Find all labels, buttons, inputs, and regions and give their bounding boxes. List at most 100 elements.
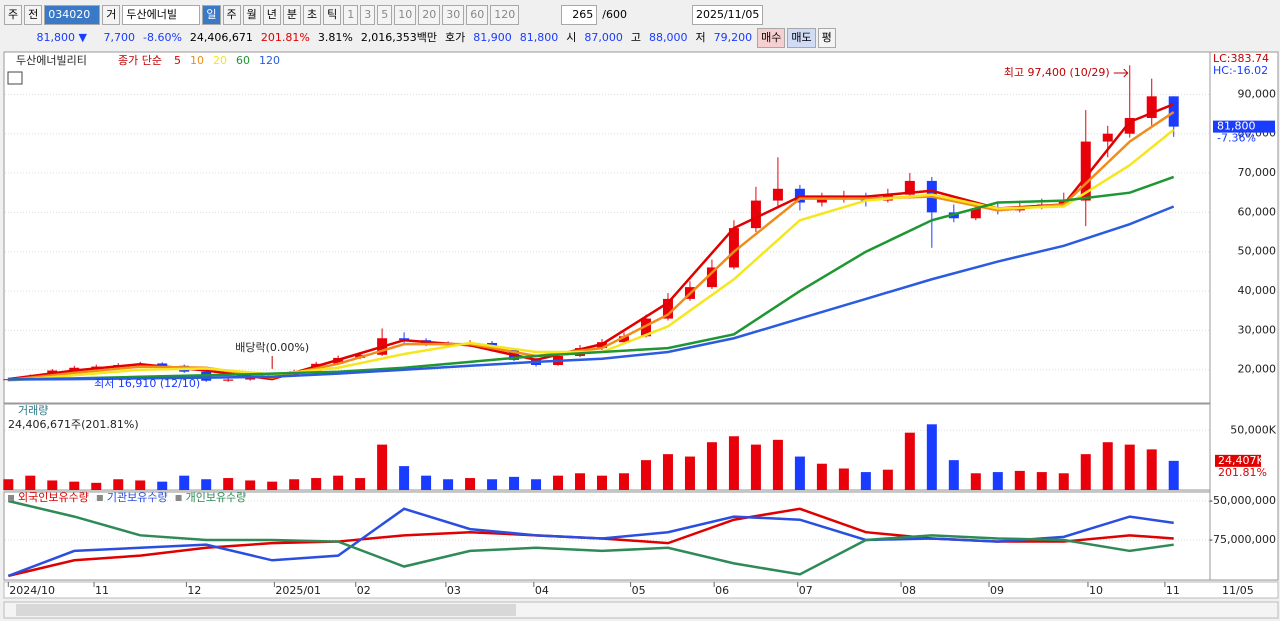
volume-bar (904, 432, 915, 490)
x-end-label: 11/05 (1222, 584, 1254, 597)
quote-value[interactable]: 24,406,671 (189, 31, 253, 44)
volume-bar (223, 478, 234, 490)
period-button[interactable]: 초 (303, 5, 322, 25)
volume-bar (91, 482, 102, 490)
avg-button[interactable]: 평 (817, 28, 836, 48)
candle-body (816, 198, 827, 203)
y-tick-label: 20,000 (1238, 363, 1277, 376)
count-button[interactable]: 30 (442, 5, 465, 25)
code-input[interactable]: 034020 (44, 5, 101, 25)
volume-bar (47, 480, 58, 490)
y-tick-label: -75,000,000 (1209, 533, 1276, 546)
scale-label: HC:-16.02 (1213, 64, 1268, 77)
quote-value[interactable]: 81,800 (519, 31, 559, 44)
volume-bar (399, 466, 410, 490)
volume-bar (1080, 454, 1091, 490)
volume-bar (992, 472, 1003, 490)
scroll-thumb[interactable] (16, 604, 516, 616)
candle-body (618, 336, 629, 343)
period-button[interactable]: 월 (242, 5, 261, 25)
y-tick-label: 50,000 (1238, 245, 1277, 258)
quote-value[interactable]: 3.81% (317, 31, 353, 44)
volume-bar (289, 479, 300, 490)
quote-value[interactable]: -8.60% (143, 31, 182, 44)
volume-bar (487, 479, 498, 490)
buy-button[interactable]: 매수 (757, 28, 786, 48)
count-button[interactable]: 10 (394, 5, 417, 25)
volume-bar (421, 475, 432, 490)
quote-value[interactable]: 81,900 (473, 31, 512, 44)
quote-bar: 81,800 ▼ 7,700 -8.60% 24,406,671 201.81% 3.81… (0, 28, 1280, 48)
count-button[interactable]: 120 (490, 5, 520, 25)
quote-value[interactable]: 2,016,353백만 (360, 31, 438, 44)
volume-bar (377, 444, 388, 490)
y-axis-area (1209, 51, 1279, 581)
x-tick-label: 08 (902, 584, 916, 597)
date-input[interactable]: 2025/11/05 (691, 5, 764, 25)
count-button[interactable]: 5 (377, 5, 393, 25)
panel-subtitle: 24,406,671주(201.81%) (8, 418, 139, 431)
legend-entry: 5 (174, 54, 181, 67)
volume-bar (443, 479, 454, 490)
volume-bar (135, 480, 146, 490)
period-button[interactable]: 분 (282, 5, 301, 25)
y-tick-label: 70,000 (1238, 166, 1277, 179)
x-tick-label: 04 (535, 584, 549, 597)
quote-value[interactable]: 201.81% (260, 31, 310, 44)
legend-swatch (175, 495, 182, 501)
quote-label: 저 (695, 31, 706, 44)
all-button[interactable]: 전 (24, 5, 43, 25)
last-volume-rate: 201.81% (1218, 466, 1267, 479)
x-tick-label: 11 (95, 584, 109, 597)
bar-count[interactable]: 265 (561, 5, 598, 25)
legend-entry: 기관보유수량 (107, 491, 168, 504)
quote-value[interactable]: 88,000 (649, 31, 688, 44)
volume-bar (882, 469, 893, 490)
candle-body (904, 180, 915, 195)
volume-bar (1124, 444, 1135, 490)
legend-entry: 60 (236, 54, 250, 67)
legend-entry: 외국인보유수량 (18, 491, 89, 504)
legend-entry: 10 (190, 54, 204, 67)
legend-swatch (96, 495, 103, 501)
volume-bar (860, 472, 871, 490)
volume-bar (25, 475, 36, 490)
last-price: 81,800 (1217, 120, 1256, 133)
period-button[interactable]: 일 (202, 5, 221, 25)
period-button[interactable]: 년 (262, 5, 281, 25)
toolbar: 주 전 034020 거 두산에너빌 일 주 월 년 분 초 틱 1 3 5 10 20 30 60 120 265/6… (0, 4, 1280, 26)
candle-body (1146, 96, 1157, 118)
ma-line (8, 205, 1175, 381)
period-button[interactable]: 주 (222, 5, 241, 25)
last-change: -7.36% (1217, 132, 1256, 145)
legend-entry: 개인보유수량 (186, 491, 247, 504)
y-tick-label: 90,000 (1238, 87, 1277, 100)
candle-body (728, 228, 739, 268)
quote-value[interactable]: 81,800 ▼ (36, 31, 87, 44)
sell-button[interactable]: 매도 (787, 28, 816, 48)
count-button[interactable]: 1 (343, 5, 359, 25)
kind-button[interactable]: 거 (102, 5, 121, 25)
candle-body (750, 200, 761, 229)
count-button[interactable]: 60 (466, 5, 489, 25)
quote-value[interactable]: 87,000 (584, 31, 623, 44)
quote-value[interactable]: 7,700 (103, 31, 136, 44)
bar-max: /600 (602, 8, 627, 21)
volume-bar (201, 479, 212, 490)
period-button[interactable]: 틱 (323, 5, 342, 25)
market-select[interactable]: 주 (4, 5, 23, 25)
table-icon[interactable] (7, 71, 23, 85)
volume-bar (948, 460, 959, 490)
candle-body (706, 267, 717, 288)
last-volume: 24,407K (1218, 454, 1264, 467)
volume-bar (816, 463, 827, 490)
quote-value[interactable]: 79,200 (713, 31, 753, 44)
count-button[interactable]: 3 (360, 5, 376, 25)
count-button[interactable]: 20 (418, 5, 441, 25)
volume-bar (531, 479, 542, 490)
name-field[interactable]: 두산에너빌 (122, 5, 201, 25)
candle-body (1102, 133, 1113, 142)
quote-label: 호가 (445, 31, 466, 44)
